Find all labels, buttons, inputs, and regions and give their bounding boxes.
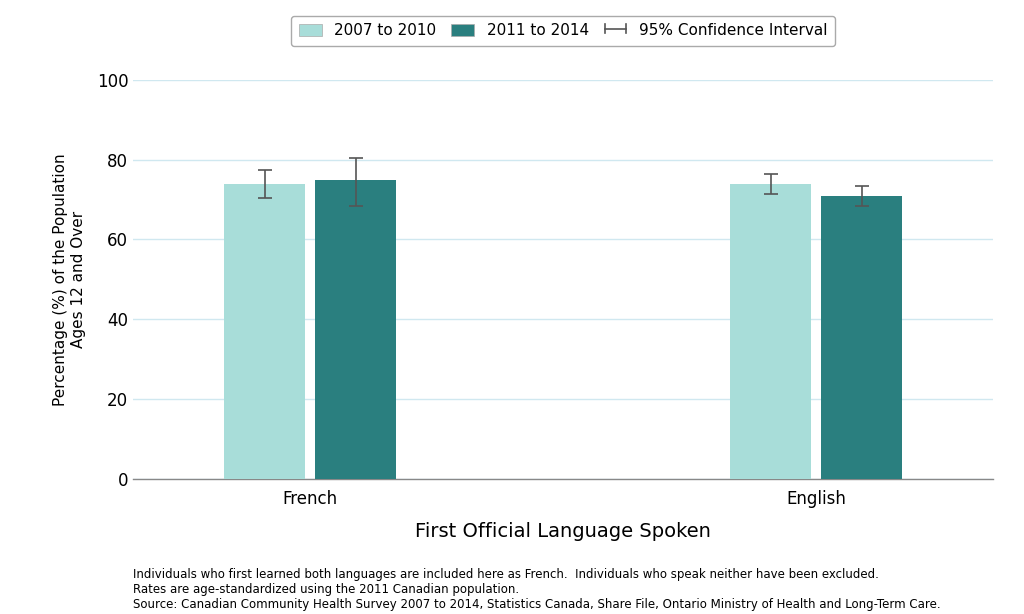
Bar	[315, 179, 396, 479]
Legend: 2007 to 2010, 2011 to 2014, 95% Confidence Interval: 2007 to 2010, 2011 to 2014, 95% Confiden…	[291, 15, 836, 46]
X-axis label: First Official Language Spoken: First Official Language Spoken	[416, 522, 711, 541]
Text: Individuals who first learned both languages are included here as French.  Indiv: Individuals who first learned both langu…	[133, 568, 941, 611]
Bar	[224, 184, 305, 479]
Bar	[821, 196, 902, 479]
Y-axis label: Percentage (%) of the Population
Ages 12 and Over: Percentage (%) of the Population Ages 12…	[53, 153, 86, 406]
Bar	[730, 184, 811, 479]
